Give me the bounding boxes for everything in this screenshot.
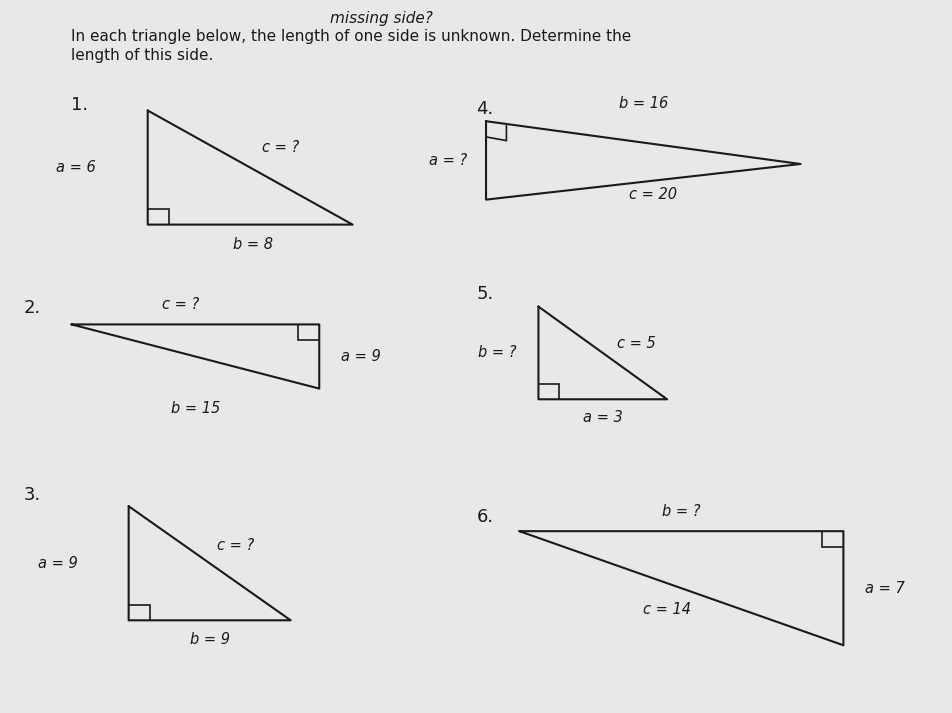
Text: b = ?: b = ? [478,345,516,361]
Text: a = 3: a = 3 [583,410,623,425]
Text: 3.: 3. [24,486,41,504]
Text: 4.: 4. [476,100,493,118]
Text: b = 8: b = 8 [232,237,272,252]
Text: c = 20: c = 20 [628,187,676,202]
Text: In each triangle below, the length of one side is unknown. Determine the: In each triangle below, the length of on… [71,29,631,43]
Text: c = ?: c = ? [262,140,299,155]
Text: c = 5: c = 5 [616,336,655,352]
Text: 2.: 2. [24,299,41,317]
Text: c = ?: c = ? [217,538,254,553]
Text: 5.: 5. [476,285,493,303]
Text: b = 16: b = 16 [618,96,667,111]
Text: a = ?: a = ? [428,153,466,168]
Text: 1.: 1. [71,96,89,114]
Text: a = 9: a = 9 [38,555,78,571]
Text: a = 6: a = 6 [55,160,95,175]
Text: 6.: 6. [476,508,493,525]
Text: missing side?: missing side? [329,11,432,26]
Text: b = 15: b = 15 [170,401,220,416]
Text: a = 7: a = 7 [864,580,904,596]
Text: a = 9: a = 9 [341,349,381,364]
Text: b = 9: b = 9 [189,632,229,647]
Text: c = 14: c = 14 [643,602,690,617]
Text: length of this side.: length of this side. [71,48,213,63]
Text: c = ?: c = ? [162,297,200,312]
Text: b = ?: b = ? [662,504,700,519]
